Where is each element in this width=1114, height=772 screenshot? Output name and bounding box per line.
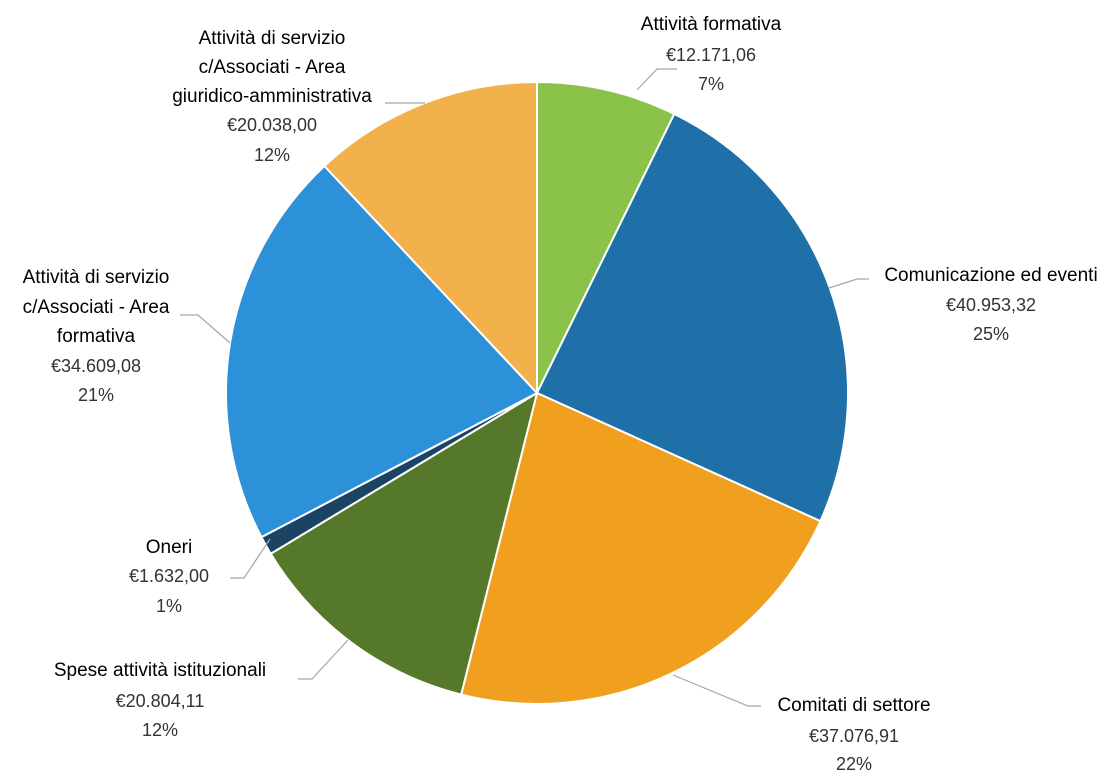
leader-line-5 xyxy=(180,314,231,344)
slice-name-label-1: Comunicazione ed eventi xyxy=(884,265,1097,286)
slice-percent-label-0: 7% xyxy=(698,74,724,94)
leader-line-3 xyxy=(298,639,349,680)
data-labels: Attività formativa €12.171,06 7% Comunicazi… xyxy=(23,14,1098,772)
leader-line-4 xyxy=(230,538,271,579)
slice-name-label-6-line-1: c/Associati - Area xyxy=(199,57,346,78)
leader-line-0 xyxy=(636,68,677,91)
slice-value-label-6: €20.038,00 xyxy=(227,115,317,135)
pie-slice-2 xyxy=(459,391,822,705)
slice-name-label-2: Comitati di settore xyxy=(777,695,930,716)
leader-line-1 xyxy=(828,278,869,289)
slice-percent-label-1: 25% xyxy=(973,324,1009,344)
pie-slice-6 xyxy=(322,80,538,396)
slice-value-label-3: €20.804,11 xyxy=(116,691,205,711)
slice-value-label-1: €40.953,32 xyxy=(946,295,1036,315)
slice-value-label-5: €34.609,08 xyxy=(51,356,141,376)
pie-slice-0 xyxy=(536,80,676,394)
slice-value-label-2: €37.076,91 xyxy=(809,726,899,746)
slice-percent-label-4: 1% xyxy=(156,596,182,616)
slice-value-label-0: €12.171,06 xyxy=(666,45,756,65)
slice-name-label-4: Oneri xyxy=(146,537,192,558)
pie-slices xyxy=(225,80,849,705)
slice-percent-label-3: 12% xyxy=(142,720,178,740)
slice-value-label-4: €1.632,00 xyxy=(129,566,209,586)
slice-percent-label-6: 12% xyxy=(254,145,290,165)
slice-name-label-3: Spese attività istituzionali xyxy=(54,660,266,681)
slice-percent-label-5: 21% xyxy=(78,385,114,405)
slice-name-label-6-line-2: giuridico-amministrativa xyxy=(172,86,372,107)
slice-name-label-6-line-0: Attività di servizio xyxy=(199,28,346,49)
pie-slice-5 xyxy=(225,164,539,539)
slice-name-label-5-line-0: Attività di servizio xyxy=(23,267,170,288)
slice-name-label-0: Attività formativa xyxy=(641,14,782,35)
slice-percent-label-2: 22% xyxy=(836,754,872,772)
leader-line-2 xyxy=(672,674,761,707)
leader-lines xyxy=(180,68,869,707)
slice-name-label-5-line-1: c/Associati - Area xyxy=(23,297,170,318)
pie-slice-3 xyxy=(269,390,539,696)
slice-name-label-5-line-2: formativa xyxy=(57,326,136,347)
